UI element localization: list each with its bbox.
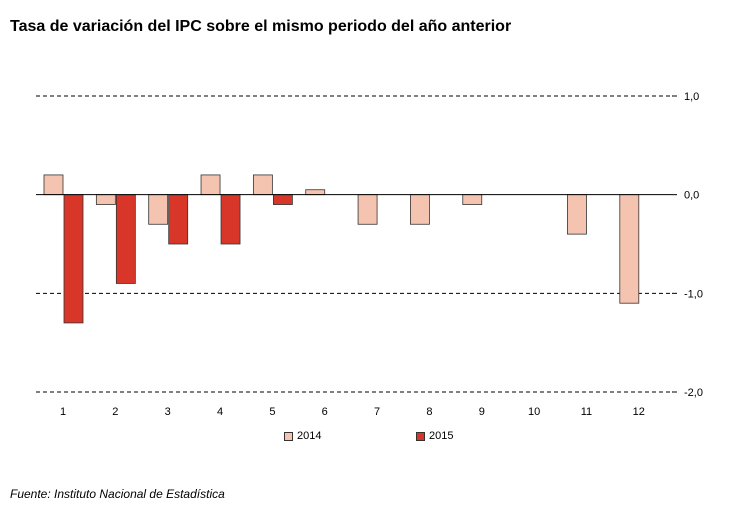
- legend-item-2014: 2014: [284, 430, 321, 442]
- legend-swatch: [416, 431, 425, 441]
- y-tick-label: 1,0: [684, 91, 699, 103]
- bar-2015-1: [63, 194, 84, 324]
- legend-label: 2014: [297, 430, 322, 442]
- legend-item-2015: 2015: [416, 430, 453, 442]
- legend: 2014 2015: [0, 430, 740, 450]
- x-tick-label: 5: [269, 406, 275, 418]
- legend-swatch: [284, 431, 293, 441]
- x-tick-label: 9: [479, 406, 485, 418]
- x-tick-label: 6: [322, 406, 328, 418]
- x-tick-label: 7: [374, 406, 380, 418]
- y-tick-label: -1,0: [684, 288, 703, 300]
- bar-2014-7: [357, 194, 378, 225]
- bar-2014-1: [43, 174, 64, 196]
- x-tick-label: 4: [217, 406, 223, 418]
- grid-layer: [36, 95, 672, 393]
- x-tick-label: 1: [60, 406, 66, 418]
- bar-2014-11: [567, 194, 587, 235]
- bar-2014-12: [619, 194, 640, 304]
- x-tick-label: 10: [528, 406, 540, 418]
- bar-2014-8: [410, 194, 430, 225]
- bar-2014-4: [200, 174, 221, 196]
- y-tick-labels: 1,0 0,0 -1,0 -2,0: [672, 91, 703, 399]
- x-tick-label: 3: [165, 406, 171, 418]
- y-tick-label: 0,0: [684, 190, 699, 202]
- x-tick-label: 11: [581, 406, 592, 418]
- x-tick-labels: 1 2 3 4 5 6 7 8 9 10 11 12: [60, 406, 645, 418]
- bar-2015-5: [272, 194, 293, 205]
- bar-2014-3: [148, 194, 169, 225]
- bar-2014-9: [462, 194, 483, 205]
- y-tick-label: -2,0: [684, 387, 703, 399]
- chart-title: Tasa de variación del IPC sobre el mismo…: [10, 18, 512, 35]
- bar-2015-3: [168, 194, 189, 245]
- bar-2015-2: [115, 194, 136, 284]
- bar-2014-5: [252, 174, 273, 196]
- bar-2015-4: [220, 194, 241, 245]
- bar-2014-6: [305, 189, 326, 196]
- x-tick-label: 2: [112, 406, 118, 418]
- source-note: Fuente: Instituto Nacional de Estadístic…: [10, 487, 225, 501]
- legend-label: 2015: [429, 430, 454, 442]
- bar-2014-2: [95, 194, 116, 205]
- x-tick-label: 12: [633, 406, 645, 418]
- bars-layer: [43, 174, 640, 324]
- x-tick-label: 8: [426, 406, 432, 418]
